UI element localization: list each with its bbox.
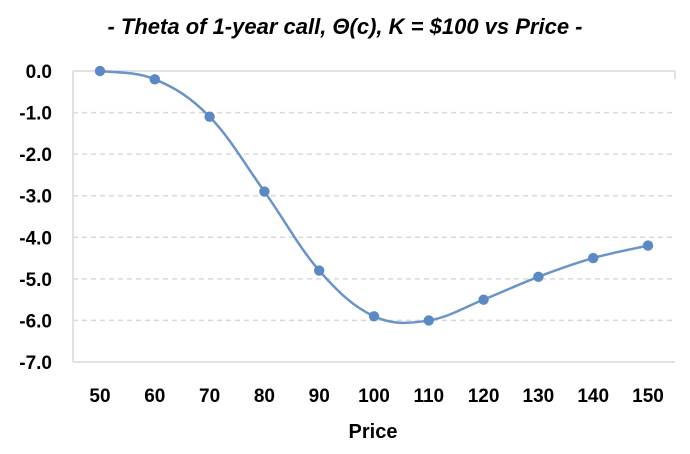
x-tick-label: 120 <box>468 386 500 407</box>
data-point <box>259 186 270 197</box>
data-point <box>588 252 599 264</box>
x-tick-label: 100 <box>358 386 390 407</box>
y-tick-label: -3.0 <box>19 187 52 208</box>
x-tick-label: 80 <box>254 386 275 407</box>
x-tick-label: 90 <box>309 386 330 407</box>
data-point <box>423 315 434 326</box>
series-line <box>98 69 650 325</box>
x-tick-label: 60 <box>144 386 165 407</box>
data-point <box>204 111 215 122</box>
y-tick-label: -6.0 <box>19 311 52 332</box>
y-tick-labels: 0.0 -1.0 -2.0 -3.0 -4.0 -5.0 -6.0 -7.0 <box>19 62 52 374</box>
x-tick-label: 150 <box>632 386 664 407</box>
y-tick-label: -5.0 <box>19 270 52 291</box>
data-point <box>533 271 544 282</box>
chart-title: - Theta of 1-year call, Θ(c), K = $100 v… <box>107 14 583 39</box>
x-tick-label: 140 <box>577 386 609 407</box>
x-tick-label: 50 <box>89 386 110 407</box>
data-point <box>368 311 380 322</box>
data-point <box>314 265 325 276</box>
x-tick-label: 110 <box>413 386 444 407</box>
y-tick-label: 0.0 <box>26 62 52 83</box>
data-point <box>642 240 654 251</box>
x-tick-labels: 50 60 70 80 90 100 110 120 130 140 150 <box>89 386 663 407</box>
data-point <box>149 74 160 85</box>
y-tick-label: -2.0 <box>19 145 52 166</box>
x-tick-label: 70 <box>199 386 220 407</box>
axes <box>72 70 676 363</box>
y-tick-label: -7.0 <box>19 353 52 374</box>
y-tick-label: -4.0 <box>19 228 52 249</box>
gridlines <box>73 111 675 322</box>
data-point <box>94 65 106 77</box>
y-tick-label: -1.0 <box>19 104 52 125</box>
series <box>94 65 654 326</box>
x-axis-label: Price <box>349 421 398 443</box>
data-point <box>478 294 489 305</box>
x-tick-label: 130 <box>523 386 555 407</box>
